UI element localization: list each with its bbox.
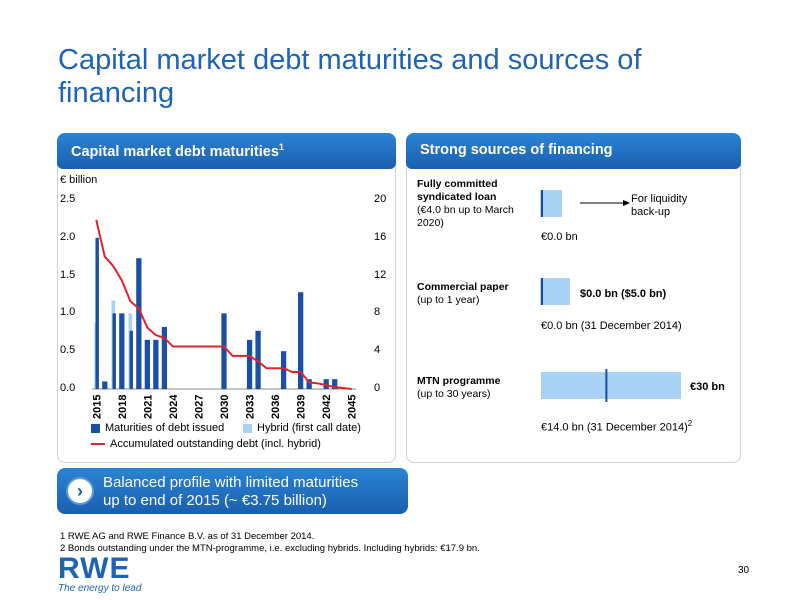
x-tick-label: 2042	[321, 395, 333, 419]
left-tick-label: 1.5	[60, 268, 76, 281]
footnote-2: 2 Bonds outstanding under the MTN-progra…	[60, 543, 480, 554]
maturity-bar	[129, 330, 133, 389]
cp-value: €0.0 bn (31 December 2014)	[541, 320, 682, 332]
right-tick-label: 8	[374, 306, 381, 319]
financing-sources-panel: Strong sources of financing	[406, 133, 741, 463]
cp-label-bold: Commercial paper	[417, 281, 509, 293]
x-tick-label: 2030	[219, 395, 231, 419]
mtn-bar-fill	[541, 372, 681, 399]
page-number: 30	[738, 565, 750, 576]
cp-label: Commercial paper (up to 1 year)	[417, 281, 527, 307]
legend-swatch-dark	[91, 423, 100, 433]
summary-line-1: Balanced profile with limited maturities	[103, 474, 359, 491]
maturity-bar	[161, 327, 168, 389]
logo-tagline: The energy to lead	[58, 583, 142, 594]
maturity-bar	[112, 313, 116, 389]
maturity-bar	[102, 381, 108, 389]
loan-bar	[540, 190, 630, 217]
x-tick-label: 2039	[296, 395, 308, 419]
x-tick-label: 2015	[91, 395, 103, 419]
x-tick-label: 2021	[142, 395, 154, 419]
summary-line-2: up to end of 2015 (~ €3.75 billion)	[103, 492, 327, 509]
arrow-right-icon	[623, 200, 630, 206]
left-tick-label: 0.5	[60, 344, 76, 357]
left-tick-label: 0.0	[60, 382, 76, 394]
maturity-bar	[323, 379, 329, 389]
maturity-bar	[95, 237, 99, 389]
mtn-label: MTN programme (up to 30 years)	[417, 375, 527, 401]
x-tick-label: 2027	[193, 395, 205, 419]
mtn-value-text: €14.0 bn (31 December 2014)	[541, 421, 688, 434]
debt-maturities-header-text: Capital market debt maturities	[71, 143, 279, 160]
debt-maturities-header: Capital market debt maturities1	[57, 133, 396, 169]
legend-swatch-light	[243, 423, 252, 433]
summary-text: Balanced profile with limited maturities…	[103, 474, 358, 510]
maturity-bar	[298, 292, 304, 389]
accumulated-debt-line	[95, 219, 352, 390]
left-tick-label: 2.5	[60, 193, 76, 205]
legend-hybrid: Hybrid (first call date)	[243, 422, 361, 434]
mtn-bar-label: €30 bn	[690, 381, 725, 393]
maturity-bar	[144, 339, 150, 389]
mtn-label-bold: MTN programme	[417, 375, 501, 387]
left-tick-label: 1.0	[60, 306, 76, 319]
mtn-bar	[541, 369, 681, 402]
legend-maturities-label: Maturities of debt issued	[105, 422, 225, 434]
right-tick-label: 20	[374, 193, 387, 205]
cp-bar-label: $0.0 bn ($5.0 bn)	[580, 288, 667, 300]
cp-bar	[540, 278, 570, 305]
legend-hybrid-label: Hybrid (first call date)	[257, 422, 361, 434]
logo-wordmark: RWE	[58, 552, 131, 585]
financing-sources-header: Strong sources of financing	[406, 133, 741, 169]
debt-maturities-panel: Capital market debt maturities1	[57, 133, 396, 463]
x-tick-label: 2033	[245, 395, 257, 419]
maturity-bar	[306, 379, 312, 389]
slide-title: Capital market debt maturities and sourc…	[58, 44, 642, 109]
loan-label-rest: (€4.0 bn up to March 2020)	[417, 204, 514, 229]
unit-label: € billion	[60, 174, 98, 186]
x-tick-label: 2024	[168, 394, 180, 419]
footnote-1: 1 RWE AG and RWE Finance B.V. as of 31 D…	[60, 531, 315, 542]
x-tick-label: 2045	[347, 395, 359, 419]
loan-value: €0.0 bn	[541, 231, 578, 243]
loan-label: Fully committed syndicated loan (€4.0 bn…	[417, 178, 527, 230]
right-tick-label: 16	[374, 230, 387, 243]
legend-accumulated: Accumulated outstanding debt (incl. hybr…	[91, 438, 321, 450]
cp-bar-fill	[540, 278, 570, 305]
maturity-bar	[332, 379, 338, 389]
mtn-label-rest: (up to 30 years)	[417, 388, 491, 400]
right-tick-label: 12	[374, 268, 387, 281]
loan-arrow-label: For liquidity back-up	[631, 193, 688, 218]
legend-accumulated-label: Accumulated outstanding debt (incl. hybr…	[110, 438, 321, 450]
left-tick-label: 2.0	[60, 230, 76, 243]
legend-maturities: Maturities of debt issued	[91, 422, 224, 434]
maturity-bar	[221, 313, 227, 389]
summary-callout: › Balanced profile with limited maturiti…	[57, 468, 408, 514]
right-tick-label: 4	[374, 344, 381, 357]
maturity-bar	[255, 330, 261, 389]
right-tick-label: 0	[374, 382, 381, 394]
x-tick-label: 2018	[117, 395, 129, 419]
rwe-logo: RWE The energy to lead	[58, 552, 142, 595]
loan-label-bold: Fully committed syndicated loan	[417, 178, 498, 203]
footnote-ref-1: 1	[278, 142, 284, 152]
maturity-bar	[246, 339, 253, 389]
footnote-ref-2: 2	[687, 419, 693, 428]
cp-label-rest: (up to 1 year)	[417, 294, 480, 306]
maturity-bar	[119, 313, 125, 389]
maturity-bar	[136, 258, 142, 389]
loan-bar-fill	[540, 190, 562, 217]
x-tick-label: 2036	[270, 395, 282, 419]
maturity-bar	[280, 351, 287, 389]
mtn-value: €14.0 bn (31 December 2014)2	[541, 419, 692, 434]
legend-line-swatch	[91, 443, 105, 445]
maturity-bar	[153, 339, 159, 389]
chevron-right-icon: ›	[66, 477, 94, 505]
